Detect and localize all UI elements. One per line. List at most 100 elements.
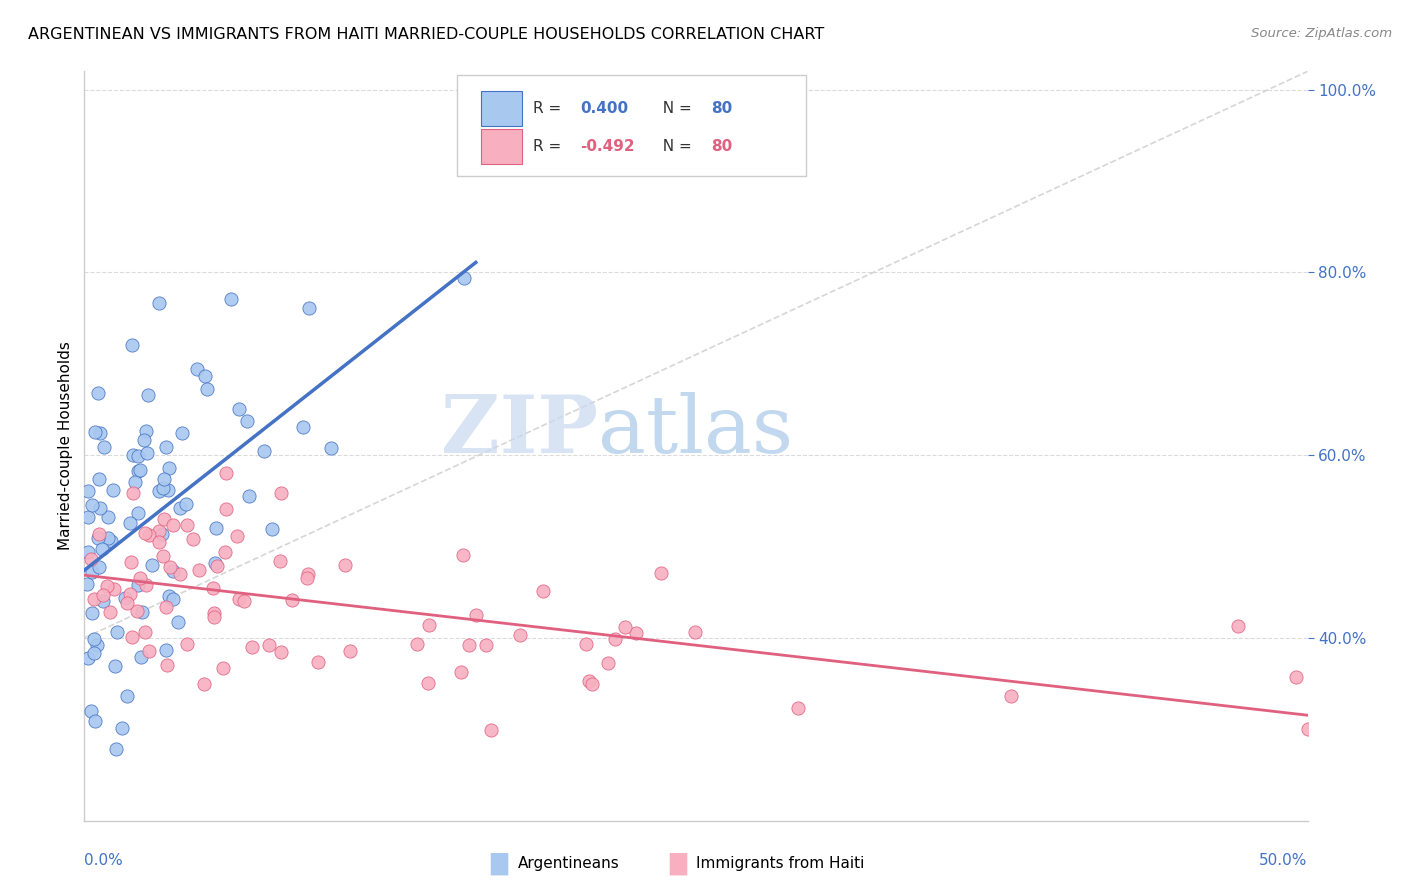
Text: N =: N = (654, 102, 697, 116)
Point (136, 388, 159, 402)
Point (91, 594, 114, 608)
Point (162, 517, 184, 532)
Point (129, 572, 152, 586)
Point (127, 577, 149, 591)
Point (82, 606, 104, 620)
Point (127, 464, 149, 478)
Point (238, 490, 260, 504)
Point (87, 560, 110, 574)
Point (84, 714, 107, 728)
Point (509, 628, 531, 642)
Point (118, 516, 141, 530)
Point (174, 497, 197, 511)
Point (152, 549, 174, 563)
Y-axis label: Married-couple Households: Married-couple Households (58, 342, 73, 550)
Point (118, 587, 141, 601)
Point (416, 675, 439, 690)
Point (97, 531, 120, 545)
Point (83, 646, 105, 660)
Point (215, 467, 238, 481)
Point (87, 526, 110, 541)
Point (176, 637, 198, 651)
Point (157, 483, 180, 497)
Text: Argentineans: Argentineans (517, 856, 619, 871)
Point (80, 498, 103, 512)
Point (76, 576, 98, 591)
Point (80, 704, 103, 718)
Point (148, 535, 170, 549)
Point (91, 588, 114, 602)
Point (80, 551, 103, 566)
Point (115, 596, 138, 610)
Point (136, 446, 159, 460)
Point (148, 484, 170, 499)
Text: Immigrants from Haiti: Immigrants from Haiti (696, 856, 865, 871)
Point (575, 637, 598, 651)
Point (121, 555, 143, 569)
Point (93, 440, 115, 454)
Point (186, 361, 208, 376)
Point (169, 501, 191, 516)
Point (205, 558, 228, 573)
Point (183, 533, 205, 547)
Point (162, 591, 184, 606)
Point (786, 701, 808, 715)
Text: N =: N = (654, 139, 697, 153)
Point (138, 644, 160, 658)
Point (155, 440, 177, 454)
Text: -0.492: -0.492 (579, 139, 634, 153)
Point (479, 723, 502, 737)
Point (155, 642, 177, 657)
Point (105, 625, 128, 640)
Point (683, 624, 706, 639)
Point (578, 674, 600, 689)
Point (232, 594, 254, 608)
Point (121, 630, 143, 644)
Point (127, 506, 149, 520)
Point (451, 548, 474, 562)
Point (105, 742, 128, 756)
Point (97, 509, 120, 524)
Point (162, 564, 184, 578)
Text: R =: R = (533, 139, 567, 153)
Point (100, 533, 122, 548)
Point (128, 463, 150, 477)
Point (176, 517, 198, 532)
Point (96, 579, 118, 593)
Point (152, 481, 174, 495)
Point (150, 526, 173, 541)
Point (157, 461, 180, 475)
Point (194, 369, 217, 384)
Point (86, 638, 108, 652)
Point (86, 531, 108, 545)
Point (138, 527, 160, 541)
Point (87, 472, 110, 486)
Point (169, 566, 191, 581)
Point (89, 500, 111, 515)
Point (132, 433, 155, 447)
Point (135, 578, 157, 592)
Point (89, 426, 111, 441)
Point (115, 690, 138, 704)
Point (124, 475, 146, 489)
Point (228, 401, 250, 416)
Point (131, 605, 153, 619)
Point (295, 571, 318, 585)
Text: Source: ZipAtlas.com: Source: ZipAtlas.com (1251, 27, 1392, 40)
FancyBboxPatch shape (481, 91, 522, 127)
Text: 50.0%: 50.0% (1260, 853, 1308, 868)
Text: atlas: atlas (598, 392, 793, 470)
Point (104, 659, 127, 673)
Text: █: █ (669, 852, 686, 875)
Point (457, 638, 479, 652)
Text: 80: 80 (710, 139, 733, 153)
Point (156, 658, 179, 673)
Point (321, 441, 343, 455)
Point (187, 563, 209, 577)
Point (297, 301, 319, 315)
Point (148, 296, 170, 310)
Point (333, 558, 356, 573)
Point (270, 645, 292, 659)
Point (167, 615, 190, 629)
Point (202, 610, 225, 624)
